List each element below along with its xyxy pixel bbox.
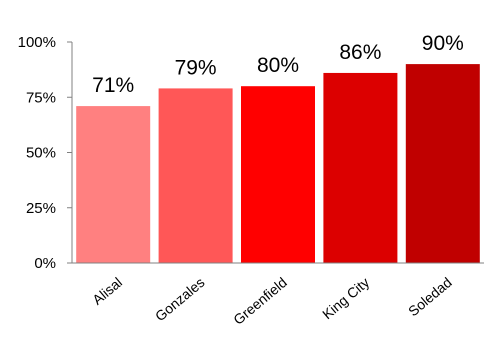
category-label: Soledad: [405, 274, 455, 319]
y-tick-label: 75%: [26, 89, 56, 106]
y-axis-ticks: 0% 25% 50% 75% 100%: [18, 34, 72, 272]
bar-soledad: [405, 64, 480, 263]
bar-greenfield: [241, 86, 315, 263]
y-tick-label: 25%: [26, 200, 56, 217]
data-label: 86%: [339, 41, 381, 64]
data-label: 90%: [422, 32, 464, 55]
category-label: Gonzales: [152, 274, 208, 324]
axes-group: [71, 42, 484, 264]
category-label: Alisal: [89, 274, 125, 308]
bar-gonzales: [158, 88, 233, 263]
bar-king-city: [323, 72, 398, 263]
category-label: King City: [319, 274, 372, 322]
y-tick-label: 50%: [26, 145, 56, 162]
bars-group: [76, 64, 480, 263]
data-label: 79%: [175, 56, 217, 79]
category-labels-group: Alisal Gonzales Greenfield King City Soledad: [89, 274, 455, 328]
y-tick-label: 100%: [18, 34, 56, 51]
data-labels-group: 71% 79% 80% 86% 90%: [92, 32, 464, 97]
bar-alisal: [76, 106, 151, 263]
data-label: 71%: [92, 74, 134, 97]
data-label: 80%: [257, 54, 299, 77]
y-tick-label: 0%: [34, 255, 56, 272]
category-label: Greenfield: [230, 274, 290, 328]
